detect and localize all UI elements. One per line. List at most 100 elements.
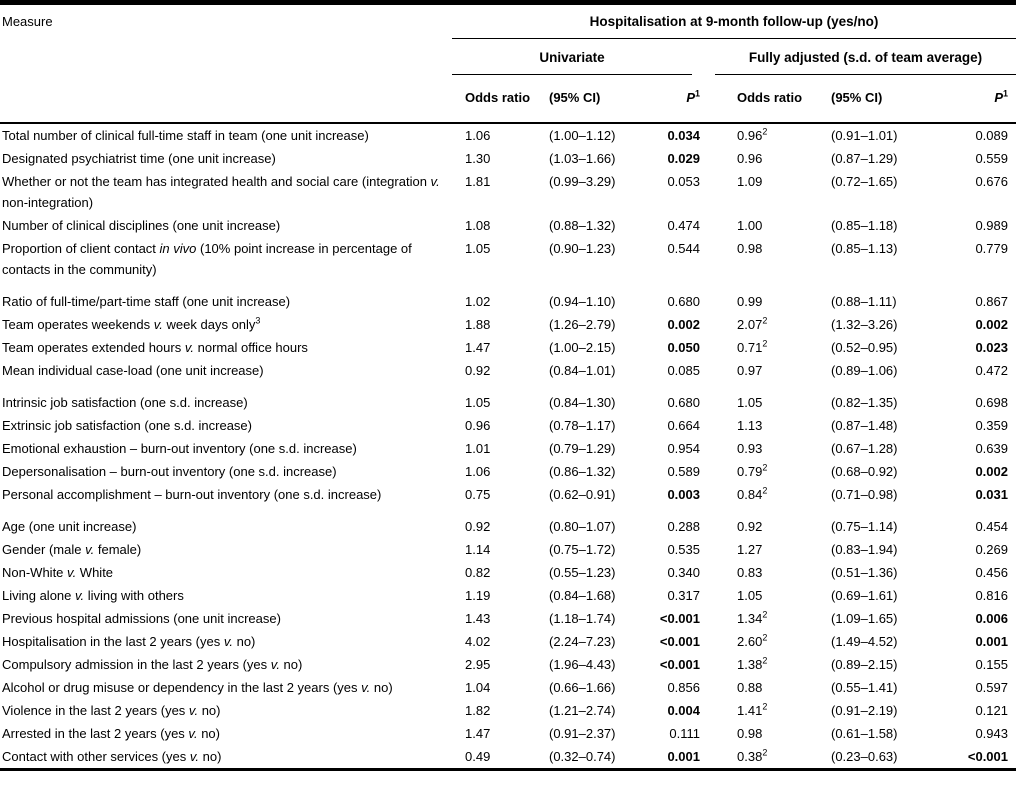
univariate-group-header: Univariate [452, 39, 706, 75]
univariate-odds-ratio-value: 0.75 [465, 487, 491, 502]
measure-cell: Living alone v. living with others [2, 588, 184, 603]
adjusted-odds-ratio-value: 0.842 [737, 485, 768, 502]
univariate-ci-value: (0.62–0.91) [549, 487, 616, 502]
univariate-odds-ratio-value: 2.95 [465, 657, 491, 672]
adjusted-odds-ratio-value: 0.98 [737, 726, 763, 741]
measure-cell: Designated psychiatrist time (one unit i… [2, 151, 276, 166]
adjusted-p-value: 0.779 [975, 241, 1008, 256]
adjusted-odds-ratio-value: 0.97 [737, 363, 763, 378]
table-row: Alcohol or drug misuse or dependency in … [0, 676, 1016, 699]
adjusted-p-value: 0.359 [975, 418, 1008, 433]
measure-cell: Hospitalisation in the last 2 years (yes… [2, 634, 256, 649]
adjusted-odds-ratio-value: 0.83 [737, 565, 763, 580]
adjusted-p-value: 0.089 [975, 128, 1008, 143]
adjusted-ci-value: (0.51–1.36) [831, 565, 898, 580]
adjusted-odds-ratio-value: 1.342 [737, 609, 768, 626]
adjusted-ci-value: (0.89–1.06) [831, 363, 898, 378]
adjusted-odds-ratio-value: 2.072 [737, 315, 768, 332]
adjusted-p-value: 0.456 [975, 565, 1008, 580]
adjusted-p-value: 0.597 [975, 680, 1008, 695]
univariate-ci-value: (1.18–1.74) [549, 611, 616, 626]
adjusted-odds-ratio-value: 0.92 [737, 519, 763, 534]
table-row: Emotional exhaustion – burn-out inventor… [0, 437, 1016, 460]
table-row: Extrinsic job satisfaction (one s.d. inc… [0, 414, 1016, 437]
univariate-ci-value: (1.21–2.74) [549, 703, 616, 718]
adjusted-ci-value: (0.87–1.48) [831, 418, 898, 433]
measure-cell: Number of clinical disciplines (one unit… [2, 218, 281, 233]
adjusted-p-value: 0.031 [975, 487, 1008, 502]
univariate-p-value: 0.856 [667, 680, 700, 695]
adjusted-p-value: 0.002 [975, 317, 1008, 332]
table-row: Total number of clinical full-time staff… [0, 123, 1016, 147]
univariate-ci-value: (0.91–2.37) [549, 726, 616, 741]
adjusted-ci-value: (0.61–1.58) [831, 726, 898, 741]
univariate-ci-value: (0.80–1.07) [549, 519, 616, 534]
adjusted-p-value: 0.989 [975, 218, 1008, 233]
univariate-ci-value: (0.79–1.29) [549, 441, 616, 456]
univariate-ci-header: (95% CI) [536, 75, 640, 124]
adjusted-p-value: 0.006 [975, 611, 1008, 626]
adjusted-ci-value: (0.83–1.94) [831, 542, 898, 557]
measure-cell: Arrested in the last 2 years (yes v. no) [2, 726, 220, 741]
univariate-p-value: 0.340 [667, 565, 700, 580]
adjusted-p-value: 0.943 [975, 726, 1008, 741]
measure-cell: Proportion of client contact in vivo (10… [2, 241, 412, 277]
table-row: Designated psychiatrist time (one unit i… [0, 147, 1016, 170]
univariate-odds-ratio-value: 1.47 [465, 726, 491, 741]
table-row: Ratio of full-time/part-time staff (one … [0, 281, 1016, 313]
table-row: Proportion of client contact in vivo (10… [0, 237, 1016, 281]
univariate-odds-ratio-value: 1.47 [465, 340, 491, 355]
adjusted-odds-ratio-value: 1.00 [737, 218, 763, 233]
table-row: Mean individual case-load (one unit incr… [0, 359, 1016, 382]
univariate-ci-value: (0.55–1.23) [549, 565, 616, 580]
adjusted-ci-value: (0.55–1.41) [831, 680, 898, 695]
table-row: Non-White v. White 0.82 (0.55–1.23) 0.340 0.… [0, 561, 1016, 584]
univariate-ci-value: (1.00–2.15) [549, 340, 616, 355]
univariate-odds-ratio-value: 0.92 [465, 519, 491, 534]
adjusted-odds-ratio-value: 1.382 [737, 655, 768, 672]
measure-cell: Team operates extended hours v. normal o… [2, 340, 308, 355]
measure-cell: Contact with other services (yes v. no) [2, 749, 222, 764]
adjusted-odds-ratio-value: 1.13 [737, 418, 763, 433]
univariate-odds-ratio-value: 1.02 [465, 294, 491, 309]
adjusted-ci-value: (0.52–0.95) [831, 340, 898, 355]
adjusted-ci-value: (0.85–1.13) [831, 241, 898, 256]
measure-cell: Gender (male v. female) [2, 542, 142, 557]
adjusted-p-value: 0.121 [975, 703, 1008, 718]
univariate-ci-value: (0.90–1.23) [549, 241, 616, 256]
univariate-ci-value: (2.24–7.23) [549, 634, 616, 649]
adjusted-p-value: 0.002 [975, 464, 1008, 479]
table-row: Team operates weekends v. week days only… [0, 313, 1016, 336]
univariate-ci-value: (0.78–1.17) [549, 418, 616, 433]
univariate-ci-value: (0.99–3.29) [549, 174, 616, 189]
measure-cell: Team operates weekends v. week days only… [2, 315, 261, 332]
results-table: Measure Hospitalisation at 9-month follo… [0, 0, 1016, 771]
adjusted-ci-value: (0.91–2.19) [831, 703, 898, 718]
univariate-p-value: <0.001 [659, 634, 700, 649]
univariate-odds-ratio-value: 1.08 [465, 218, 491, 233]
adjusted-ci-value: (1.49–4.52) [831, 634, 898, 649]
univariate-odds-ratio-value: 1.05 [465, 395, 491, 410]
adjusted-odds-ratio-value: 2.602 [737, 632, 768, 649]
univariate-p-value: 0.111 [669, 726, 700, 741]
adjusted-p-header: P1 [926, 75, 1016, 124]
univariate-odds-ratio-value: 1.04 [465, 680, 491, 695]
measure-cell: Age (one unit increase) [2, 519, 137, 534]
measure-cell: Compulsory admission in the last 2 years… [2, 657, 303, 672]
univariate-p-value: 0.680 [667, 294, 700, 309]
table-header: Measure Hospitalisation at 9-month follo… [0, 2, 1016, 124]
univariate-odds-ratio-value: 1.30 [465, 151, 491, 166]
univariate-odds-ratio-value: 1.14 [465, 542, 491, 557]
univariate-odds-ratio-value: 1.19 [465, 588, 491, 603]
univariate-ci-value: (0.88–1.32) [549, 218, 616, 233]
univariate-p-value: 0.053 [667, 174, 700, 189]
univariate-ci-value: (0.86–1.32) [549, 464, 616, 479]
measure-column-header: Measure [0, 2, 452, 124]
univariate-ci-value: (0.84–1.30) [549, 395, 616, 410]
adjusted-p-value: 0.454 [975, 519, 1008, 534]
measure-cell: Depersonalisation – burn-out inventory (… [2, 464, 337, 479]
fully-adjusted-group-label: Fully adjusted (s.d. of team average) [715, 39, 1016, 75]
univariate-ci-value: (0.32–0.74) [549, 749, 616, 764]
univariate-p-value: 0.002 [667, 317, 700, 332]
univariate-group-label: Univariate [452, 39, 692, 75]
